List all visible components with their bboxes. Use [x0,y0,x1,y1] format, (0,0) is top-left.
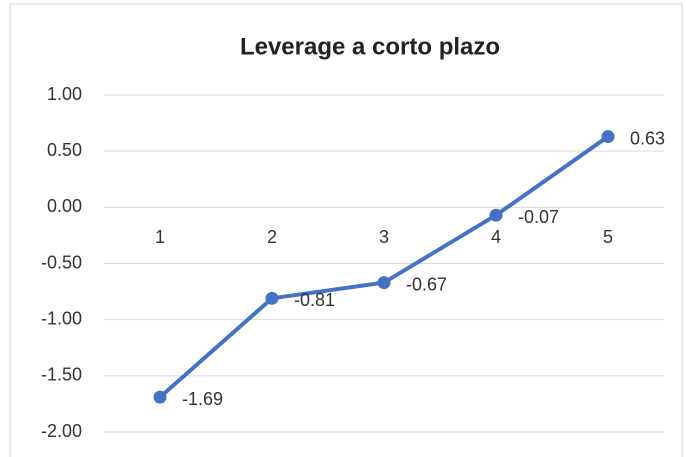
y-tick-label: -1.00 [41,308,82,328]
y-tick-label: 0.50 [47,140,82,160]
x-tick-label: 3 [379,227,389,247]
data-label: -1.69 [182,389,223,409]
marker [489,208,503,222]
marker [601,130,615,144]
data-label: -0.07 [518,207,559,227]
marker [377,276,391,290]
data-label: -0.81 [294,290,335,310]
y-tick-label: 0.00 [47,196,82,216]
marker [153,390,167,404]
x-tick-label: 1 [155,227,165,247]
data-label: 0.63 [630,128,665,148]
marker [265,291,279,305]
x-tick-label: 2 [267,227,277,247]
chart-border [9,3,683,457]
chart-title: Leverage a corto plazo [240,33,500,60]
x-tick-label: 4 [491,227,501,247]
x-tick-label: 5 [603,227,613,247]
data-label: -0.67 [406,274,447,294]
y-tick-label: -1.50 [41,365,82,385]
y-tick-label: 1.00 [47,84,82,104]
y-tick-label: -0.50 [41,252,82,272]
y-tick-label: -2.00 [41,421,82,441]
